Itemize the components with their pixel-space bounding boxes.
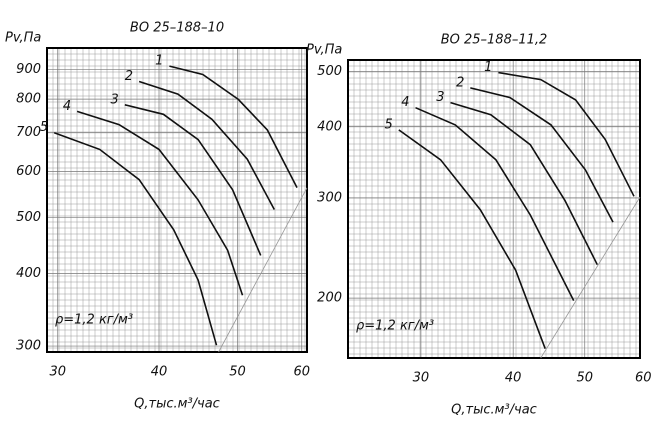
y-tick-label: 400 [317,119,342,134]
curve [124,104,262,256]
y-tick-label: 200 [317,291,342,306]
curve-label: 1 [484,60,492,75]
y-tick-label: 700 [16,125,41,140]
y-tick-label: 900 [16,62,41,77]
y-tick-label: 400 [16,266,41,281]
curve [415,106,575,301]
curve [498,71,635,197]
x-tick-label: 30 [413,371,430,386]
y-tick-label: 500 [16,210,41,225]
y-tick-label: 500 [317,64,342,79]
curve [450,101,599,266]
x-tick-label: 30 [49,365,66,380]
curve [470,87,614,223]
curve-label: 3 [436,90,444,105]
curve-label: 5 [40,120,48,135]
x-axis-label: Q,тыс.м³/час [451,403,537,418]
annotation: ρ=1,2 кг/м³ [356,319,434,334]
x-tick-label: 60 [293,365,310,380]
annotation: ρ=1,2 кг/м³ [55,313,133,328]
curve-label: 1 [155,54,163,69]
y-tick-label: 300 [16,339,41,354]
curve-label: 4 [63,99,71,114]
x-tick-label: 60 [635,371,652,386]
curve-label: 4 [401,95,409,110]
curve-label: 5 [384,117,392,132]
y-axis-label: Pv,Па [5,31,41,46]
y-tick-label: 300 [317,190,342,205]
x-tick-label: 40 [505,371,522,386]
curve-label: 3 [111,92,119,107]
curve [138,80,276,210]
chart-title: ВО 25–188–11,2 [441,33,548,48]
x-tick-label: 50 [229,365,246,380]
y-tick-label: 800 [16,92,41,107]
x-tick-label: 40 [151,365,168,380]
curve-label: 2 [456,75,464,90]
limit-line [540,196,641,359]
plot-frame [347,59,641,359]
chart-title: ВО 25–188–10 [130,21,224,36]
curve [76,110,244,296]
y-axis-label: Pv,Па [306,43,342,58]
curve [53,131,218,346]
curve-label: 2 [125,69,133,84]
x-axis-label: Q,тыс.м³/час [134,397,220,412]
plot-frame [46,47,308,353]
curve [398,129,546,349]
limit-line [218,187,308,353]
curve [169,65,298,188]
x-tick-label: 50 [576,371,593,386]
y-tick-label: 600 [16,164,41,179]
